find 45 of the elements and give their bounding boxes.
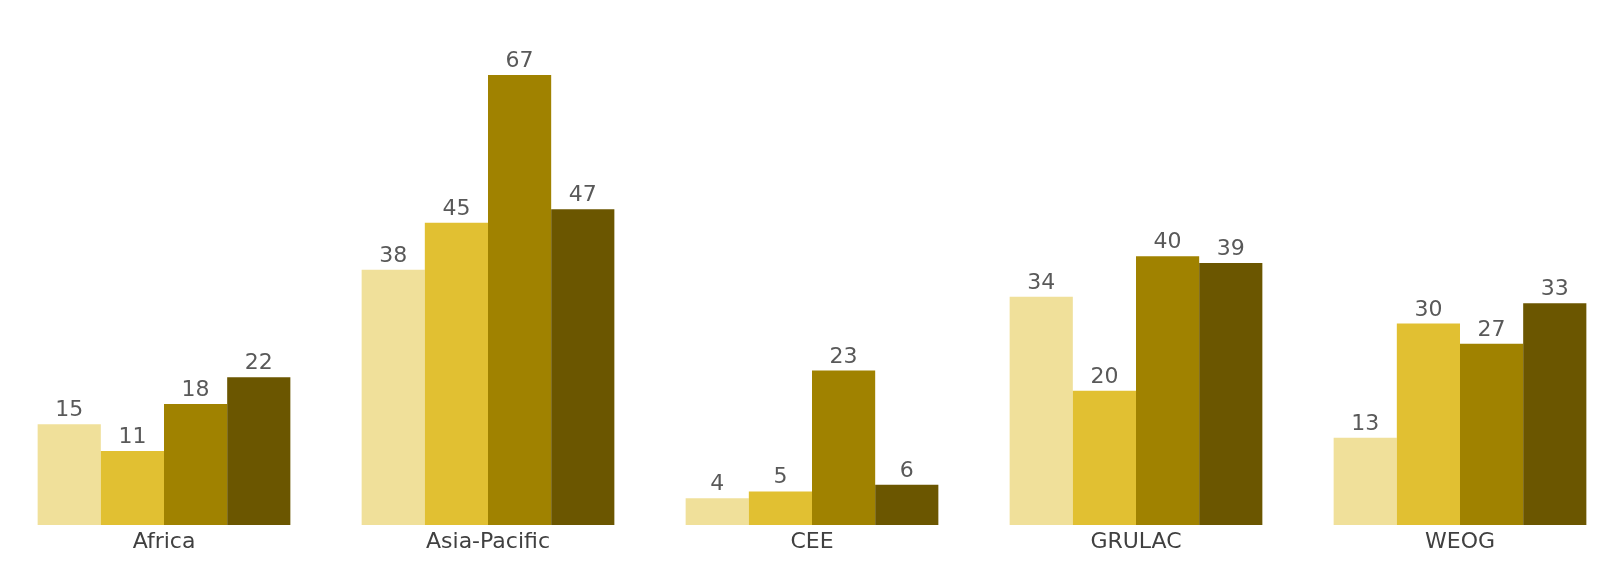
data-label: 22 (244, 349, 273, 375)
data-label: 20 (1090, 362, 1119, 388)
data-label: 15 (55, 396, 84, 422)
bar (1136, 256, 1200, 525)
data-label: 33 (1540, 275, 1569, 301)
bar (812, 370, 876, 525)
x-tick-label: Africa (132, 528, 196, 553)
bar (1333, 437, 1397, 525)
data-label: 18 (181, 376, 210, 402)
bar (100, 451, 164, 525)
data-label: 47 (568, 181, 597, 207)
bar (37, 424, 101, 525)
data-label: 6 (899, 456, 914, 482)
bar (361, 269, 425, 525)
bar (1460, 343, 1524, 525)
bar (685, 498, 749, 525)
data-label: 23 (829, 342, 858, 368)
data-label: 5 (773, 463, 788, 489)
bar (227, 377, 291, 525)
data-label: 38 (379, 241, 408, 267)
bar (875, 484, 939, 525)
bar (551, 209, 615, 525)
bar (1523, 303, 1587, 525)
x-tick-label: Asia-Pacific (426, 528, 550, 553)
data-label: 4 (710, 470, 725, 496)
data-label: 45 (442, 194, 471, 220)
bar (1009, 296, 1073, 525)
x-tick-label: WEOG (1424, 528, 1496, 553)
x-tick-label: CEE (790, 528, 834, 553)
data-label: 13 (1351, 409, 1380, 435)
bar (488, 75, 552, 525)
bar (1072, 390, 1136, 525)
bar (1396, 323, 1460, 525)
bar (164, 404, 228, 525)
data-label: 11 (118, 423, 147, 449)
x-tick-label: GRULAC (1090, 528, 1182, 553)
data-label: 34 (1027, 268, 1056, 294)
data-label: 67 (505, 47, 534, 72)
bar (424, 222, 488, 525)
data-label: 27 (1477, 315, 1506, 341)
bar (748, 491, 812, 525)
data-label: 30 (1414, 295, 1443, 321)
data-label: 39 (1216, 235, 1245, 261)
bar (1199, 263, 1263, 525)
data-label: 40 (1153, 228, 1182, 254)
